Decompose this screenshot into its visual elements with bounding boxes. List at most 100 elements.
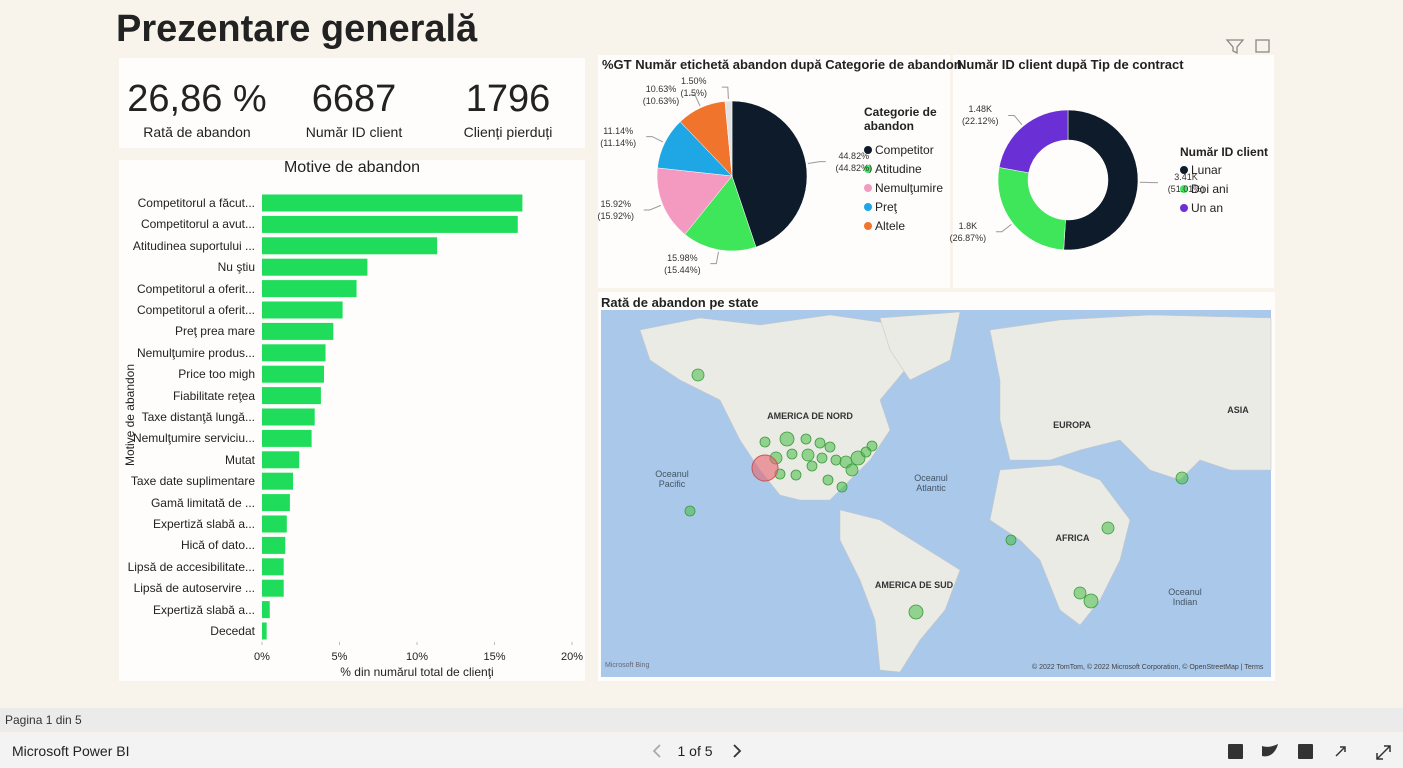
slice <box>1063 109 1139 251</box>
leader-line <box>710 251 719 265</box>
legend-entry: Lunar <box>1191 163 1222 177</box>
x-tick-label: 15% <box>483 651 506 663</box>
bar <box>262 451 300 469</box>
data-label: 11.14% (11.14%) <box>600 125 637 148</box>
map-title: Rată de abandon pe state <box>601 295 759 310</box>
data-label: 3.41K (51.01%) <box>1167 171 1205 194</box>
y-tick-label: Mutat <box>224 452 255 467</box>
bar <box>262 536 286 554</box>
bar <box>262 429 312 447</box>
chart-title: %GT Număr etichetă abandon după Categori… <box>602 57 962 72</box>
bar <box>262 387 321 405</box>
kpi-label: Număr ID client <box>305 124 403 140</box>
leader-line <box>646 136 664 143</box>
map-bubble-high <box>751 454 779 482</box>
chart-title: Număr ID client după Tip de contract <box>957 57 1184 72</box>
legend-entry: Altele <box>875 219 906 233</box>
legend-swatch <box>1180 185 1188 193</box>
data-label: 44.82% (44.82%) <box>835 150 873 173</box>
legend-swatch <box>864 222 872 230</box>
bar <box>262 194 523 212</box>
data-label: 10.63% (10.63%) <box>642 84 680 107</box>
y-tick-label: Taxe date suplimentare <box>130 474 255 489</box>
kpi-value: 6687 <box>311 78 397 120</box>
map-label: Oceanul Indian <box>1168 587 1202 607</box>
bar <box>262 215 518 233</box>
bar <box>262 280 357 298</box>
page-indicator: Pagina 1 din 5 <box>5 713 82 727</box>
y-tick-label: Lipsă de autoservire ... <box>133 581 255 596</box>
slice <box>998 109 1069 174</box>
kpi-value: 1796 <box>465 78 551 120</box>
y-tick-label: Hică of dato... <box>180 538 255 553</box>
legend-swatch <box>864 146 872 154</box>
y-tick-label: Gamă limitată de ... <box>150 495 255 510</box>
map-label: Oceanul Atlantic <box>914 473 948 493</box>
y-tick-label: Expertiză slabă a... <box>152 602 255 617</box>
chart-title: Motive de abandon <box>283 159 421 176</box>
legend-swatch <box>1180 166 1188 174</box>
x-tick-label: 5% <box>331 651 348 663</box>
legend-title: Categorie de abandon <box>864 105 937 133</box>
legend-entry: Atitudine <box>875 162 922 176</box>
kpi-panel <box>119 58 585 148</box>
kpi-label: Rată de abandon <box>143 124 251 140</box>
leader-line <box>721 86 729 100</box>
legend-entry: Un an <box>1191 201 1224 215</box>
map-label: AMERICA DE NORD <box>767 411 853 421</box>
y-tick-label: Competitorul a oferit... <box>136 281 255 296</box>
legend-swatch <box>864 184 872 192</box>
leader-line <box>1008 114 1023 126</box>
bar <box>262 579 284 597</box>
kpi-value: 26,86 % <box>127 78 267 120</box>
data-label: 15.98% (15.44%) <box>664 252 701 275</box>
slice <box>731 100 808 248</box>
map-label: ASIA <box>1227 405 1249 415</box>
leader-line <box>643 204 662 211</box>
data-label: 15.92% (15.92%) <box>597 198 634 221</box>
legend-swatch <box>864 203 872 211</box>
y-axis-label: Motive de abandon <box>123 363 137 467</box>
data-label: 1.50% (1.5%) <box>680 76 708 99</box>
bar <box>262 408 315 426</box>
y-tick-label: Nemulţumire serviciu... <box>132 431 255 446</box>
map-bubbles <box>684 368 1189 620</box>
bar <box>262 301 343 319</box>
bar <box>262 558 284 576</box>
slice <box>684 175 757 252</box>
y-tick-label: Atitudinea suportului ... <box>132 238 255 253</box>
leader-line <box>689 94 701 107</box>
status-bar <box>0 708 1403 732</box>
bottom-bar <box>0 733 1403 768</box>
pager[interactable]: 1 of 5 <box>677 743 713 759</box>
leader-line <box>995 224 1012 233</box>
share-icons[interactable] <box>1228 744 1391 760</box>
data-label: 1.48K (22.12%) <box>961 104 999 127</box>
y-tick-label: Nemulţumire produs... <box>136 345 255 360</box>
map-logo: Microsoft Bing <box>605 662 650 669</box>
slice <box>997 167 1066 251</box>
y-tick-label: Competitorul a făcut... <box>137 196 255 210</box>
y-tick-label: Lipsă de accesibilitate... <box>127 559 255 574</box>
data-label: 1.8K (26.87%) <box>949 220 987 243</box>
bar <box>262 258 368 276</box>
slice <box>724 100 733 177</box>
bar <box>262 515 287 533</box>
y-tick-label: Competitorul a avut... <box>140 217 255 232</box>
legend-swatch <box>1180 204 1188 212</box>
bar <box>262 237 438 255</box>
pager-arrows[interactable] <box>652 744 742 758</box>
kpi-label: Clienți pierduți <box>463 124 553 140</box>
y-tick-label: Nu ştiu <box>217 260 255 275</box>
visual-icons[interactable] <box>1225 39 1270 55</box>
x-tick-label: 10% <box>405 651 429 663</box>
bar <box>262 494 290 512</box>
map-label: Oceanul Pacific <box>655 469 689 489</box>
y-tick-label: Decedat <box>210 624 255 638</box>
legend-entry: Nemulţumire <box>875 181 944 195</box>
bar <box>262 322 334 340</box>
y-tick-label: Price too migh <box>178 367 255 382</box>
brand: Microsoft Power BI <box>12 743 130 759</box>
